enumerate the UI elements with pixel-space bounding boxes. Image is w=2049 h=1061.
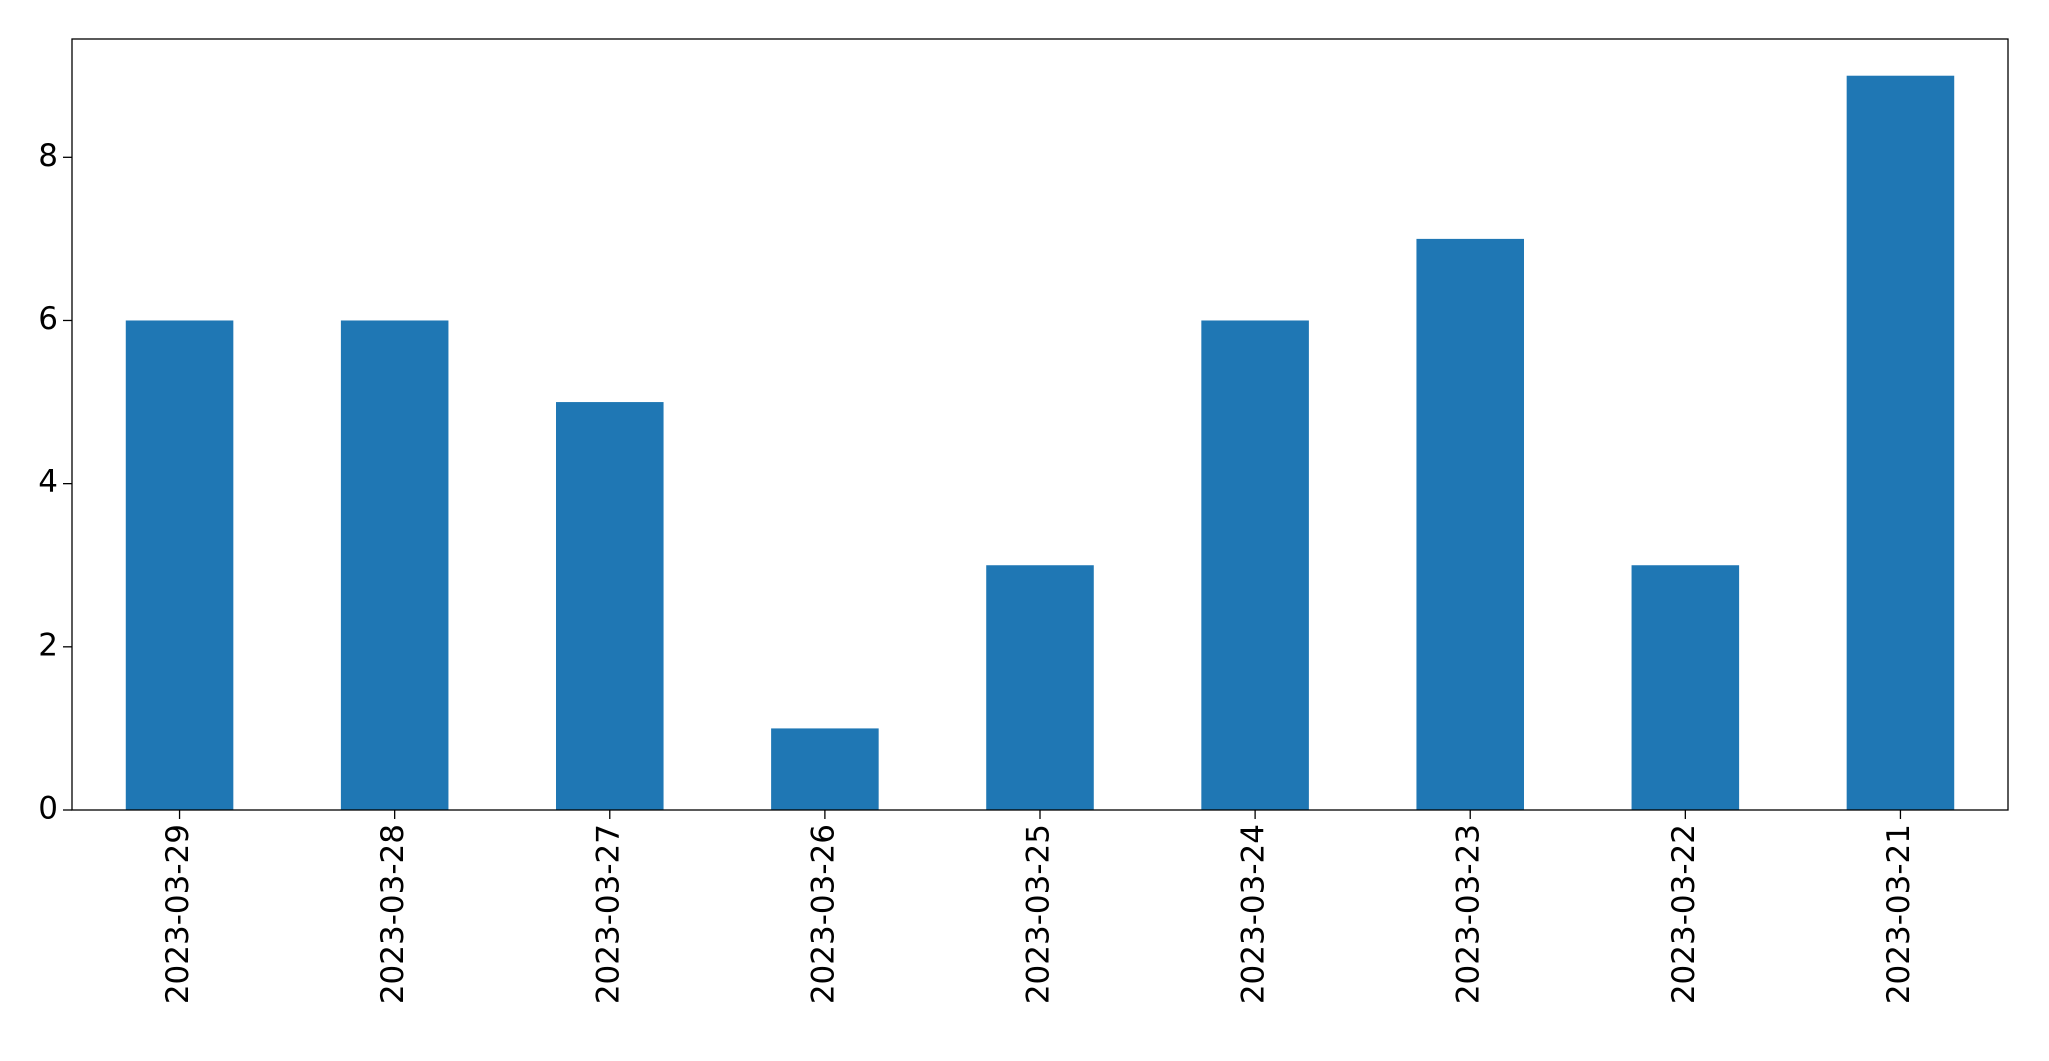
x-tick-label: 2023-03-28 xyxy=(375,824,411,1004)
x-tick-label: 2023-03-29 xyxy=(160,824,196,1004)
x-tick-label: 2023-03-25 xyxy=(1021,824,1057,1004)
bar xyxy=(556,402,664,810)
bar xyxy=(1631,565,1740,810)
y-tick-label: 6 xyxy=(38,301,58,337)
y-tick-label: 8 xyxy=(38,138,58,174)
plot-frame xyxy=(71,38,2009,811)
x-tick-label: 2023-03-22 xyxy=(1666,824,1702,1004)
bar xyxy=(340,320,449,810)
y-tick-label: 0 xyxy=(38,791,58,827)
y-tick-label: 4 xyxy=(38,464,58,500)
bar xyxy=(771,728,879,810)
x-tick-label: 2023-03-26 xyxy=(805,824,841,1004)
bar xyxy=(986,565,1094,810)
y-tick-label: 2 xyxy=(38,627,58,663)
bar xyxy=(1416,238,1524,810)
x-tick-label: 2023-03-27 xyxy=(590,824,626,1004)
bar xyxy=(1846,75,1955,810)
bar xyxy=(125,320,234,810)
x-tick-label: 2023-03-23 xyxy=(1451,824,1487,1004)
x-tick-label: 2023-03-24 xyxy=(1236,824,1272,1004)
bar xyxy=(1201,320,1309,810)
x-tick-label: 2023-03-21 xyxy=(1881,824,1917,1004)
